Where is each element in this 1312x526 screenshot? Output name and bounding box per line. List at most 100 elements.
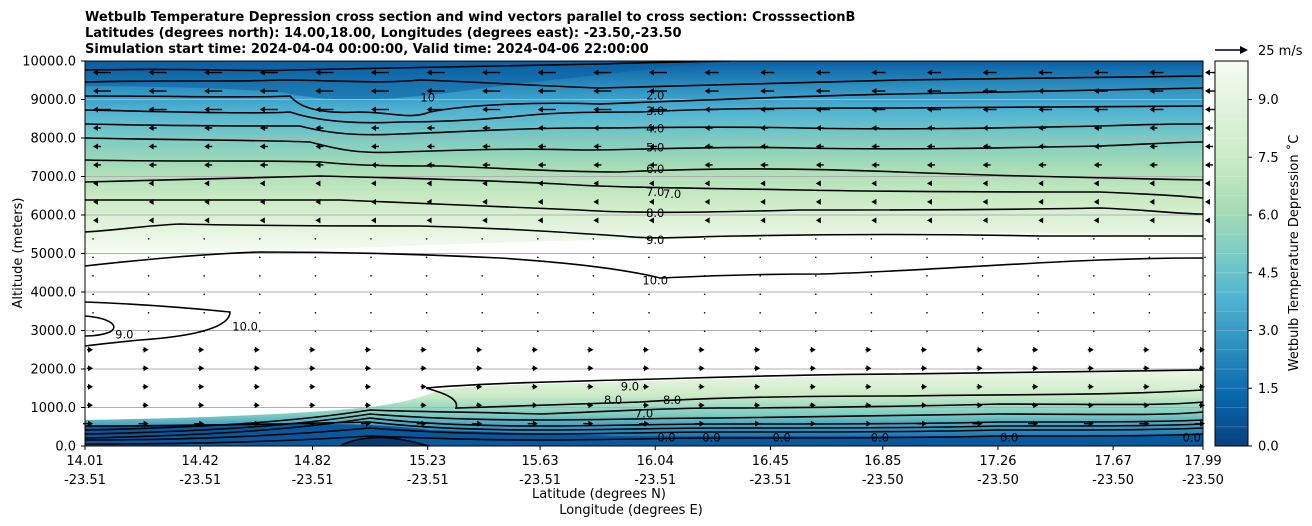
wind-vector-head bbox=[704, 69, 710, 76]
contour-label-text: 4.0 bbox=[646, 121, 664, 135]
wind-vector-dot bbox=[203, 238, 205, 240]
wind-vector bbox=[537, 124, 546, 131]
wind-vector bbox=[927, 88, 941, 95]
wind-vector-dot bbox=[1204, 275, 1206, 277]
wind-vectors bbox=[83, 69, 1219, 427]
wind-vector-head bbox=[1038, 143, 1044, 150]
wind-vector-dot bbox=[314, 256, 317, 259]
wind-vector bbox=[1093, 124, 1102, 131]
wind-vector-head bbox=[1038, 124, 1044, 131]
y-tick-label-9: 9000.0 bbox=[31, 93, 77, 108]
wind-vector-dot bbox=[425, 330, 428, 333]
wind-vector-head bbox=[1093, 106, 1099, 113]
wind-vector bbox=[92, 293, 94, 296]
wind-vector bbox=[815, 88, 830, 95]
wind-vector-head bbox=[537, 161, 543, 168]
wind-vector-head bbox=[593, 124, 599, 131]
wind-vector-dot bbox=[870, 238, 873, 240]
wind-vector bbox=[861, 420, 872, 427]
wind-vector-dot bbox=[425, 275, 428, 277]
x-tick-lat-5: 16.04 bbox=[637, 454, 674, 469]
wind-vector bbox=[1093, 330, 1095, 333]
wind-vector bbox=[1148, 238, 1151, 240]
wind-vector bbox=[527, 420, 538, 427]
x-tick-lat-2: 14.82 bbox=[294, 454, 331, 469]
wind-vector bbox=[1038, 198, 1044, 205]
wind-vector-head bbox=[204, 217, 210, 224]
wind-vector-dot bbox=[481, 256, 484, 259]
wind-vector-dot bbox=[314, 293, 317, 296]
wind-vector bbox=[425, 275, 428, 277]
wind-vector-head bbox=[426, 180, 432, 187]
wind-vector-head bbox=[88, 365, 93, 372]
wind-vector bbox=[759, 293, 761, 296]
wind-vector-dot bbox=[314, 238, 317, 240]
wind-vector bbox=[643, 365, 649, 372]
wind-vector-dot bbox=[981, 275, 984, 277]
wind-vector-head bbox=[699, 402, 705, 409]
wind-vector-head bbox=[866, 402, 872, 409]
wind-vector bbox=[537, 161, 546, 168]
wind-vector-head bbox=[93, 88, 98, 95]
wind-vector bbox=[537, 293, 539, 296]
wind-vector-head bbox=[204, 180, 210, 187]
wind-vector bbox=[649, 217, 654, 224]
wind-vector bbox=[981, 293, 984, 296]
wind-vector-head bbox=[148, 69, 154, 76]
wind-vector bbox=[93, 143, 101, 150]
wind-vector bbox=[148, 69, 167, 76]
wind-vector bbox=[481, 275, 484, 277]
wind-vector bbox=[147, 293, 150, 296]
wind-vector-head bbox=[1033, 383, 1039, 390]
wind-vector bbox=[593, 106, 612, 113]
wind-vector-head bbox=[644, 420, 649, 427]
wind-vector-head bbox=[815, 217, 821, 224]
wind-vector-dot bbox=[481, 311, 484, 314]
wind-vector-head bbox=[1093, 124, 1099, 131]
wind-vector-dot bbox=[592, 330, 595, 333]
wind-vector bbox=[648, 238, 650, 240]
contour-low-7 bbox=[85, 401, 1203, 431]
wind-vector-head bbox=[143, 402, 149, 409]
wind-vector bbox=[1148, 311, 1151, 314]
wind-vector bbox=[481, 238, 484, 240]
wind-vector-dot bbox=[648, 293, 650, 296]
wind-vector-head bbox=[1205, 124, 1210, 131]
wind-vector bbox=[259, 69, 278, 76]
wind-vector-head bbox=[1038, 180, 1044, 187]
wind-vector bbox=[704, 143, 713, 150]
wind-vector-head bbox=[366, 420, 371, 427]
wind-vector-head bbox=[1144, 383, 1150, 390]
wind-vector-head bbox=[426, 124, 432, 131]
wind-vector bbox=[926, 330, 928, 333]
wind-vector bbox=[927, 198, 932, 205]
wind-vector bbox=[760, 69, 775, 76]
wind-vector bbox=[815, 198, 821, 205]
wind-vector-dot bbox=[648, 275, 650, 277]
wind-vector-head bbox=[143, 420, 149, 427]
wind-vector bbox=[1149, 124, 1158, 131]
wind-vector-head bbox=[704, 217, 710, 224]
wind-vector bbox=[537, 69, 556, 76]
contour-label-14: 8.0 bbox=[604, 393, 622, 407]
y-tick-label-7: 7000.0 bbox=[31, 170, 77, 185]
wind-vector bbox=[649, 180, 654, 187]
wind-vector bbox=[760, 161, 769, 168]
wind-vector bbox=[365, 365, 371, 372]
wind-vector-head bbox=[644, 365, 649, 372]
wind-vector bbox=[1038, 88, 1053, 95]
wind-vector-dot bbox=[147, 330, 150, 333]
wind-vector bbox=[481, 293, 484, 296]
wind-vector bbox=[537, 275, 539, 277]
colorbar-bands bbox=[1215, 79, 1248, 428]
wind-vector bbox=[982, 180, 988, 187]
wind-vector bbox=[926, 311, 928, 314]
contour-label-13: 9.0 bbox=[621, 379, 639, 393]
wind-vector bbox=[259, 217, 265, 224]
wind-vector-head bbox=[93, 198, 98, 205]
wind-vector bbox=[1032, 346, 1039, 353]
wind-vector-head bbox=[982, 198, 988, 205]
wind-vector-dot bbox=[1037, 330, 1039, 333]
contour-label-5: 7.0 bbox=[646, 185, 664, 199]
wind-vector-head bbox=[982, 124, 988, 131]
